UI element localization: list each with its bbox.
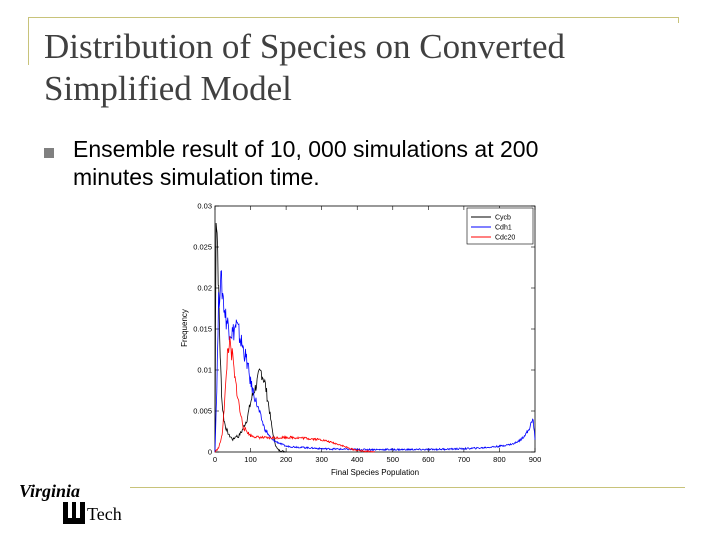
series-line-cdh1 <box>214 270 536 453</box>
y-tick-label: 0.015 <box>193 325 212 334</box>
y-tick-label: 0.025 <box>193 243 212 252</box>
frame-top-line <box>28 17 679 18</box>
x-tick-label: 800 <box>493 455 506 464</box>
frame-right-tick <box>678 17 679 23</box>
x-axis-label: Final Species Population <box>331 468 419 477</box>
title-line-2: Simplified Model <box>44 69 292 108</box>
x-tick-label: 0 <box>213 455 217 464</box>
y-tick-label: 0.01 <box>197 366 212 375</box>
plot-area: 0 100 200 300 400 500 600 700 800 900 0 0.005 0.01 0.… <box>193 202 541 465</box>
logo-mark-gap-1 <box>68 502 72 518</box>
legend-label-cdc20: Cdc20 <box>495 235 515 242</box>
logo-mark-gap-2 <box>76 502 80 518</box>
logo-vt-mark <box>63 502 85 524</box>
x-tick-label: 600 <box>422 455 435 464</box>
title-line-1: Distribution of Species on Converted <box>44 27 566 66</box>
legend-label-cdh1: Cdh1 <box>495 225 512 232</box>
series-line-cdc20 <box>214 336 376 453</box>
y-axis-label: Frequency <box>180 309 189 347</box>
bullet-text-line-2: minutes simulation time. <box>73 164 320 190</box>
species-distribution-chart: 0 100 200 300 400 500 600 700 800 900 0 0.005 0.01 0.… <box>175 198 545 480</box>
legend-box <box>466 207 534 245</box>
bullet-square-icon <box>44 148 54 158</box>
x-tick-label: 500 <box>387 455 400 464</box>
x-tick-label: 900 <box>529 455 542 464</box>
bullet-text: Ensemble result of 10, 000 simulations a… <box>73 135 673 191</box>
y-tick-label: 0.03 <box>197 202 212 211</box>
y-tick-label: 0 <box>208 448 212 457</box>
x-tick-label: 100 <box>244 455 257 464</box>
x-tick-label: 300 <box>315 455 328 464</box>
x-tick-label: 200 <box>280 455 293 464</box>
logo-word-tech: Tech <box>87 504 122 524</box>
x-tick-label: 700 <box>458 455 471 464</box>
bullet-text-line-1: Ensemble result of 10, 000 simulations a… <box>73 136 539 162</box>
logo-word-virginia: Virginia <box>19 481 80 501</box>
slide-title: Distribution of Species on Converted Sim… <box>44 26 684 110</box>
virginia-tech-logo: Virginia Tech <box>19 481 122 524</box>
footer-line <box>130 487 685 488</box>
series-line-cycb <box>214 222 287 453</box>
legend-label-cycb: Cycb <box>495 215 511 222</box>
frame-left-line <box>28 17 29 65</box>
y-tick-label: 0.02 <box>197 284 212 293</box>
y-tick-label: 0.005 <box>193 407 212 416</box>
plot-frame <box>214 205 536 453</box>
x-tick-label: 400 <box>351 455 364 464</box>
